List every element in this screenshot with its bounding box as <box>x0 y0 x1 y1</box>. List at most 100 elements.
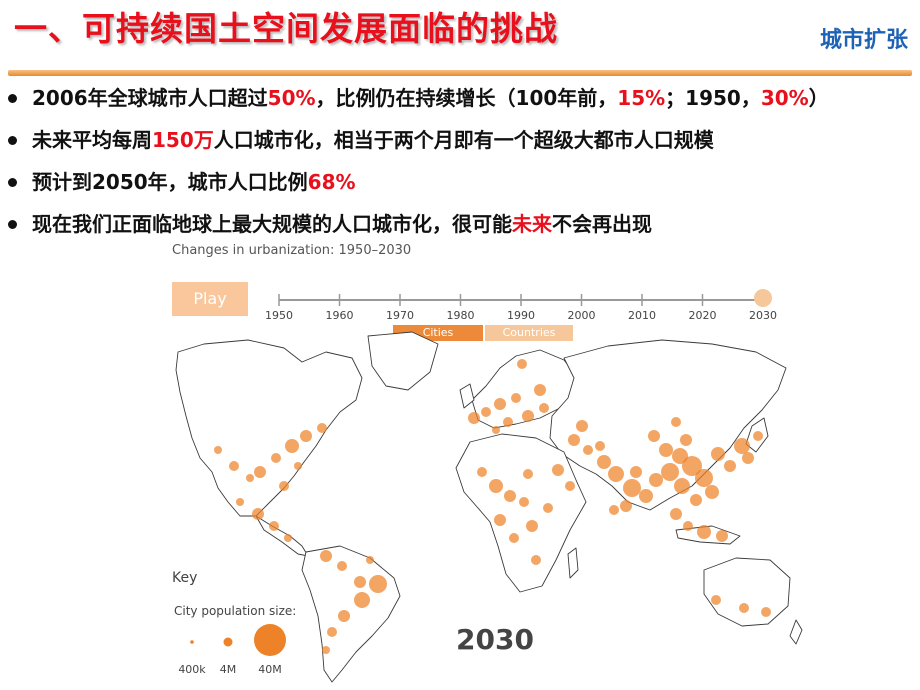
title-rule <box>8 70 912 76</box>
timeline-slider[interactable] <box>156 240 804 320</box>
city-marker <box>583 445 593 455</box>
bullet-text: 未来平均每周150万人口城市化，相当于两个月即有一个超级大都市人口规模 <box>32 126 714 154</box>
bullet-dot <box>8 94 17 103</box>
bullet-item: 2006年全球城市人口超过50%，比例仍在持续增长（100年前，15%；1950… <box>6 84 912 126</box>
timeline-year-label[interactable]: 1950 <box>265 309 293 322</box>
timeline-year-label[interactable]: 2010 <box>628 309 656 322</box>
bullet-text: 现在我们正面临地球上最大规模的人口城市化，很可能未来不会再出现 <box>32 210 652 238</box>
timeline-year-label[interactable]: 1990 <box>507 309 535 322</box>
city-marker <box>481 407 491 417</box>
city-marker <box>366 556 374 564</box>
slide-title: 一、可持续国土空间发展面临的挑战 <box>14 9 558 48</box>
timeline-year-label[interactable]: 2030 <box>749 309 777 322</box>
bullet-dot <box>8 136 17 145</box>
city-marker <box>279 481 289 491</box>
city-marker <box>661 463 679 481</box>
timeline-year-label[interactable]: 2000 <box>567 309 596 322</box>
world-map <box>175 331 803 683</box>
bullet-segment: ，比例仍在持续增长（100年前， <box>315 86 618 110</box>
highlight-text: 未来 <box>512 212 552 236</box>
city-marker <box>300 430 312 442</box>
timeline-year-label[interactable]: 1960 <box>325 309 354 322</box>
city-marker <box>354 592 370 608</box>
city-marker <box>639 489 653 503</box>
highlight-text: 30% <box>760 86 809 110</box>
city-marker <box>337 561 347 571</box>
era-countries[interactable]: Countries <box>485 325 573 341</box>
new-zealand-outline <box>789 619 803 645</box>
bullet-segment: 未来平均每周 <box>32 128 152 152</box>
city-marker <box>519 497 529 507</box>
britain-outline <box>459 383 475 409</box>
city-marker <box>648 430 660 442</box>
city-marker <box>597 455 611 469</box>
city-marker <box>271 453 281 463</box>
city-marker <box>214 446 222 454</box>
city-marker <box>565 481 575 491</box>
highlight-text: 15% <box>617 86 666 110</box>
city-marker <box>734 438 750 454</box>
city-marker <box>269 521 279 531</box>
bullet-item: 未来平均每周150万人口城市化，相当于两个月即有一个超级大都市人口规模 <box>6 126 912 168</box>
city-marker <box>294 462 302 470</box>
city-marker <box>711 447 725 461</box>
city-marker <box>649 473 663 487</box>
city-marker <box>494 514 506 526</box>
key-subtitle: City population size: <box>174 604 297 618</box>
city-marker <box>531 555 541 565</box>
bullet-dot <box>8 178 17 187</box>
city-marker <box>511 393 521 403</box>
africa-outline <box>455 433 587 593</box>
madagascar-outline <box>567 547 579 579</box>
bullet-segment: 预计到2050年，城市人口比例 <box>32 170 308 194</box>
timeline-year-label[interactable]: 1970 <box>386 309 414 322</box>
bullet-text: 2006年全球城市人口超过50%，比例仍在持续增长（100年前，15%；1950… <box>32 84 829 112</box>
city-marker <box>690 494 702 506</box>
city-marker <box>534 384 546 396</box>
play-button[interactable]: Play <box>172 282 248 316</box>
bullet-segment: 人口城市化，相当于两个月即有一个超级大都市人口规模 <box>213 128 714 152</box>
timeline-year-label[interactable]: 1980 <box>446 309 475 322</box>
city-marker <box>695 469 713 487</box>
bullet-text: 预计到2050年，城市人口比例68% <box>32 168 356 196</box>
city-marker <box>468 412 480 424</box>
north-america-outline <box>175 339 363 517</box>
key-label-small: 400k <box>178 663 206 676</box>
city-marker <box>576 420 588 432</box>
city-marker <box>682 456 702 476</box>
city-marker <box>285 439 299 453</box>
city-marker <box>517 359 527 369</box>
city-marker <box>623 479 641 497</box>
city-marker <box>716 530 728 542</box>
highlight-text: 50% <box>267 86 316 110</box>
bullet-item: 预计到2050年，城市人口比例68% <box>6 168 912 210</box>
city-marker <box>492 426 500 434</box>
bullet-segment: 不会再出现 <box>552 212 652 236</box>
city-marker <box>523 469 533 479</box>
city-marker <box>246 474 254 482</box>
city-marker <box>671 417 681 427</box>
city-marker <box>327 627 337 637</box>
city-marker <box>509 533 519 543</box>
city-marker <box>753 431 763 441</box>
bullet-segment: 现在我们正面临地球上最大规模的人口城市化，很可能 <box>32 212 512 236</box>
city-marker <box>742 452 754 464</box>
south-america-outline <box>301 545 401 683</box>
city-marker <box>595 441 605 451</box>
urbanization-figure: Changes in urbanization: 1950–2030 Play … <box>156 240 804 686</box>
key-label-medium: 4M <box>219 663 237 676</box>
figure-title: Changes in urbanization: 1950–2030 <box>172 243 412 258</box>
city-marker <box>630 466 642 478</box>
city-marker <box>539 403 549 413</box>
city-marker <box>697 525 711 539</box>
city-marker <box>320 550 332 562</box>
highlight-text: 68% <box>307 170 356 194</box>
city-marker <box>338 610 350 622</box>
key-title: Key <box>172 570 198 586</box>
city-marker <box>761 607 771 617</box>
timeline-handle[interactable] <box>754 289 772 307</box>
city-marker <box>477 467 487 477</box>
bullet-item: 现在我们正面临地球上最大规模的人口城市化，很可能未来不会再出现 <box>6 210 912 252</box>
timeline-year-label[interactable]: 2020 <box>688 309 717 322</box>
australia-outline <box>703 557 791 627</box>
